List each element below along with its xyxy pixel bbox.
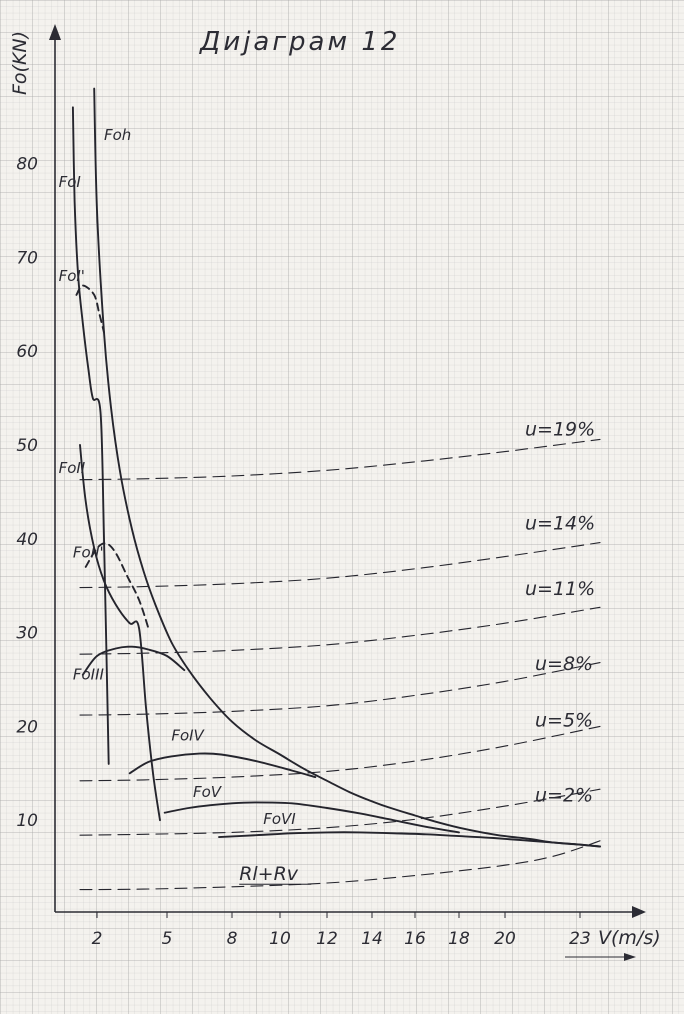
series-line-u-5- xyxy=(79,725,601,782)
y-tick-label: 70 xyxy=(16,248,38,268)
y-tick-label: 50 xyxy=(16,436,38,456)
series-label-fov: FoV xyxy=(193,783,223,801)
series-line-u-11- xyxy=(79,606,601,655)
x-tick-label: 8 xyxy=(227,929,238,949)
series-label-foh: Foh xyxy=(104,126,131,144)
x-tick-label: 5 xyxy=(162,929,173,949)
series-line-fovi xyxy=(218,831,601,848)
series-label-rl-rv: Rl+Rv xyxy=(239,863,299,885)
x-axis-arrow xyxy=(632,906,646,918)
x-tick-label: 20 xyxy=(494,929,516,949)
series-label-u-2-: u=2% xyxy=(535,784,593,806)
series-line-foi xyxy=(71,106,110,765)
series-label-foiv: FoIV xyxy=(171,726,205,744)
series-line-foiv xyxy=(128,752,317,779)
y-axis-arrow xyxy=(49,24,61,40)
chart-title: Дијаграм 12 xyxy=(199,27,400,57)
series-line-foh xyxy=(93,87,601,848)
x-axis-label: V(m/s) xyxy=(598,927,661,949)
series-line-rl-rv xyxy=(79,840,601,891)
series-label-u-14-: u=14% xyxy=(525,512,595,534)
series-line-u-14- xyxy=(79,542,601,589)
series-label-foi-: FoI' xyxy=(59,267,85,285)
y-tick-label: 20 xyxy=(16,717,38,737)
series-label-foiii: FoIII xyxy=(73,666,105,684)
series-label-foi: FoI xyxy=(59,173,82,191)
y-tick-label: 80 xyxy=(16,155,38,175)
y-tick-label: 30 xyxy=(16,624,38,644)
series-line-foiii xyxy=(81,645,186,676)
series-line-foii- xyxy=(84,542,150,629)
y-tick-label: 40 xyxy=(16,530,38,550)
y-axis-label: Fo(KN) xyxy=(9,31,31,95)
series-label-u-5-: u=5% xyxy=(535,709,593,731)
series-line-u-19- xyxy=(79,438,601,481)
series-label-foii: FoII xyxy=(59,459,86,477)
y-tick-label: 60 xyxy=(16,342,38,362)
series-line-foii xyxy=(79,444,161,822)
series-label-u-8-: u=8% xyxy=(535,653,593,675)
y-tick-label: 10 xyxy=(16,811,38,831)
series-label-fovi: FoVI xyxy=(263,810,296,828)
series-line-foi- xyxy=(75,284,105,334)
x-tick-label: 14 xyxy=(361,929,383,949)
x-tick-label: 12 xyxy=(316,929,338,949)
x-tick-label: 10 xyxy=(269,929,291,949)
series-line-fov xyxy=(163,801,460,834)
x-tick-label: 2 xyxy=(92,929,103,949)
x-tick-label: 16 xyxy=(404,929,426,949)
series-label-u-11-: u=11% xyxy=(525,578,595,600)
series-line-u-8- xyxy=(79,662,601,716)
x-direction-arrowhead xyxy=(624,953,636,961)
series-label-foii-: FoII' xyxy=(73,544,104,562)
x-tick-label: 23 xyxy=(569,929,591,949)
series-line-u-2- xyxy=(79,788,601,836)
series-label-u-19-: u=19% xyxy=(525,419,595,441)
x-tick-label: 18 xyxy=(448,929,470,949)
